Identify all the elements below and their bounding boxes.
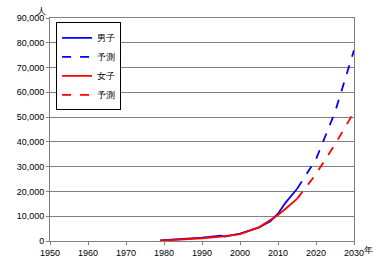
svg-text:1960: 1960 (78, 248, 98, 258)
svg-text:40,000: 40,000 (17, 137, 45, 147)
svg-text:男子: 男子 (97, 33, 115, 43)
svg-text:1990: 1990 (192, 248, 212, 258)
svg-text:2020: 2020 (306, 248, 326, 258)
svg-text:2030: 2030 (344, 248, 364, 258)
svg-text:30,000: 30,000 (17, 162, 45, 172)
svg-text:予測: 予測 (97, 52, 115, 62)
svg-text:80,000: 80,000 (17, 38, 45, 48)
svg-text:女子: 女子 (97, 71, 115, 81)
svg-text:予測: 予測 (97, 90, 115, 100)
svg-text:90,000: 90,000 (17, 13, 45, 23)
svg-text:2000: 2000 (230, 248, 250, 258)
svg-text:0: 0 (39, 236, 44, 246)
svg-text:1970: 1970 (116, 248, 136, 258)
svg-text:1980: 1980 (154, 248, 174, 258)
svg-text:2010: 2010 (268, 248, 288, 258)
svg-text:60,000: 60,000 (17, 87, 45, 97)
svg-text:20,000: 20,000 (17, 187, 45, 197)
svg-text:年: 年 (364, 245, 373, 255)
svg-text:1950: 1950 (40, 248, 60, 258)
svg-text:人: 人 (37, 6, 46, 16)
svg-text:50,000: 50,000 (17, 112, 45, 122)
svg-text:70,000: 70,000 (17, 63, 45, 73)
svg-text:10,000: 10,000 (17, 211, 45, 221)
